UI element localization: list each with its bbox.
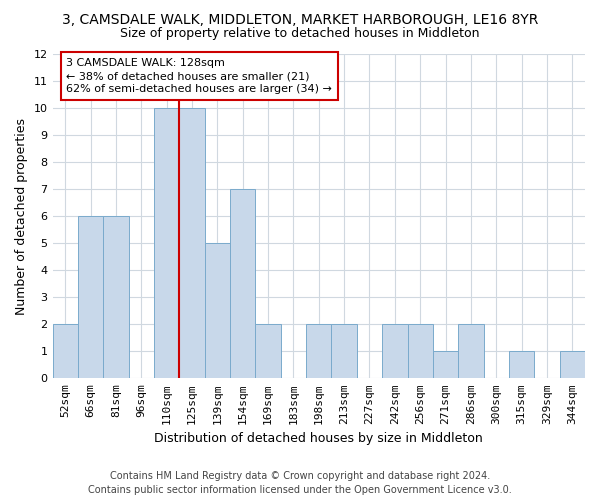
Bar	[560, 352, 585, 378]
Text: Contains HM Land Registry data © Crown copyright and database right 2024.
Contai: Contains HM Land Registry data © Crown c…	[88, 471, 512, 495]
Text: Size of property relative to detached houses in Middleton: Size of property relative to detached ho…	[120, 28, 480, 40]
X-axis label: Distribution of detached houses by size in Middleton: Distribution of detached houses by size …	[154, 432, 483, 445]
Bar	[179, 108, 205, 378]
Bar	[306, 324, 331, 378]
Bar	[509, 352, 534, 378]
Bar	[230, 189, 256, 378]
Bar	[154, 108, 179, 378]
Bar	[53, 324, 78, 378]
Bar	[205, 243, 230, 378]
Bar	[78, 216, 103, 378]
Text: 3 CAMSDALE WALK: 128sqm
← 38% of detached houses are smaller (21)
62% of semi-de: 3 CAMSDALE WALK: 128sqm ← 38% of detache…	[67, 58, 332, 94]
Bar	[256, 324, 281, 378]
Bar	[382, 324, 407, 378]
Text: 3, CAMSDALE WALK, MIDDLETON, MARKET HARBOROUGH, LE16 8YR: 3, CAMSDALE WALK, MIDDLETON, MARKET HARB…	[62, 12, 538, 26]
Bar	[407, 324, 433, 378]
Bar	[103, 216, 128, 378]
Y-axis label: Number of detached properties: Number of detached properties	[15, 118, 28, 314]
Bar	[433, 352, 458, 378]
Bar	[458, 324, 484, 378]
Bar	[331, 324, 357, 378]
